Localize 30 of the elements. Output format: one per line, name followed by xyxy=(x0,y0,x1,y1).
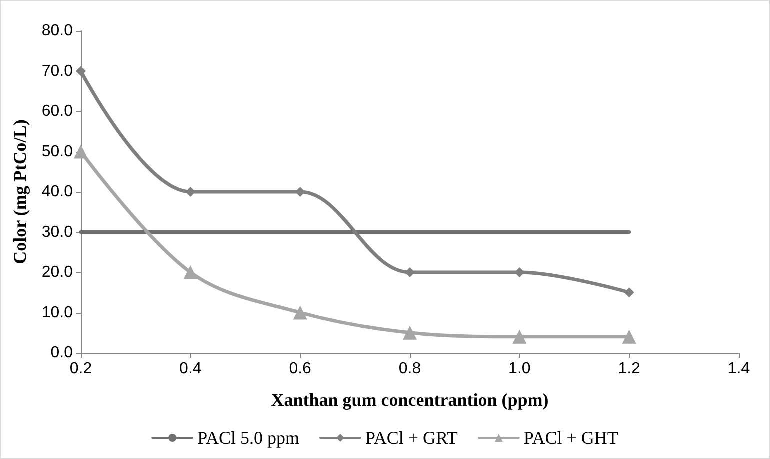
legend-label: PACl + GHT xyxy=(524,428,618,448)
y-tick-label: 20.0 xyxy=(42,264,74,281)
legend-label: PACl 5.0 ppm xyxy=(198,428,300,448)
point xyxy=(74,144,88,159)
x-tick-label: 1.0 xyxy=(508,360,531,378)
point xyxy=(622,330,636,344)
point xyxy=(405,268,415,278)
x-tick-label: 1.2 xyxy=(618,360,641,378)
point xyxy=(624,288,634,298)
y-tick-label: 60.0 xyxy=(42,103,74,120)
x-tick-label: 1.4 xyxy=(728,360,750,378)
x-tick-label: 0.4 xyxy=(180,360,202,378)
x-tick-label: 0.8 xyxy=(398,360,422,378)
x-axis-title: Xanthan gum concentrantion (ppm) xyxy=(271,390,549,410)
point xyxy=(403,326,417,340)
y-tick-label: 40.0 xyxy=(42,184,74,200)
point xyxy=(184,266,198,280)
y-tick-label: 50.0 xyxy=(42,143,74,160)
point xyxy=(293,306,308,320)
y-tick-label: 0.0 xyxy=(50,344,74,362)
y-tick-label: 80.0 xyxy=(42,22,74,40)
y-axis-title: Color (mg PtCo/L) xyxy=(10,120,30,264)
point xyxy=(512,330,527,344)
legend-label: PACl + GRT xyxy=(365,428,458,448)
y-tick-label: 30.0 xyxy=(42,224,74,241)
y-tick-label: 10.0 xyxy=(42,304,74,322)
y-tick-label: 70.0 xyxy=(42,62,74,80)
point xyxy=(76,66,86,76)
x-tick-label: 0.6 xyxy=(289,360,312,378)
x-tick-label: 0.2 xyxy=(70,360,92,378)
